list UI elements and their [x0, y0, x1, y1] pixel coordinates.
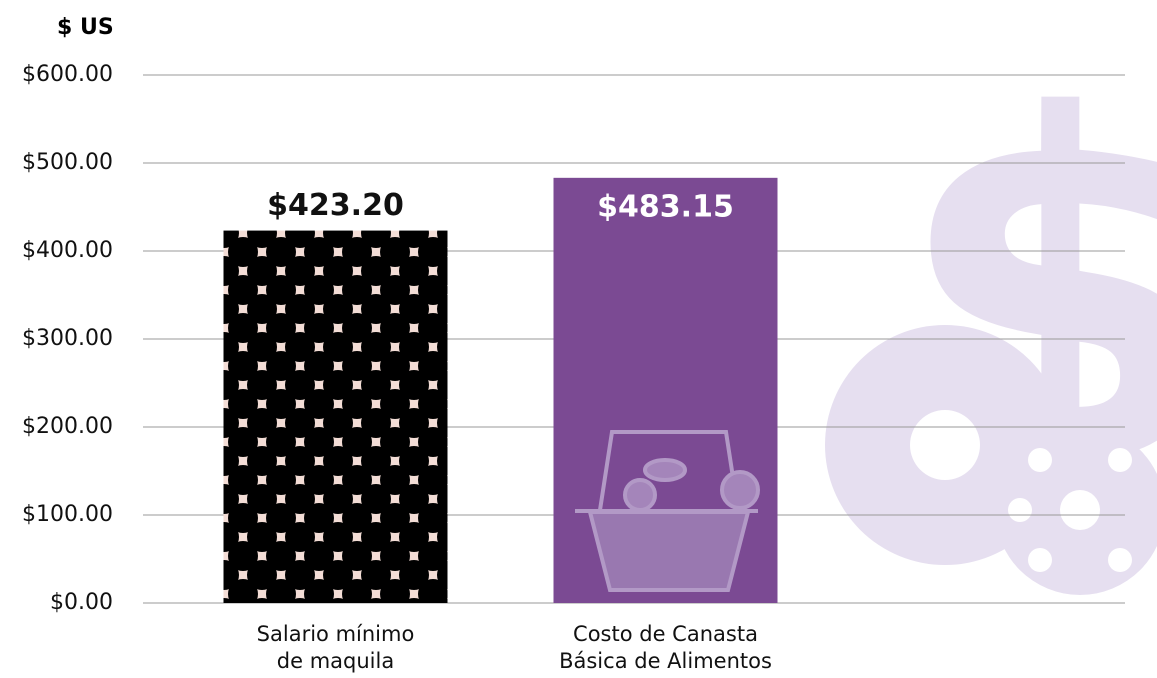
bar [224, 231, 448, 603]
decoration: $ [825, 16, 1157, 595]
y-tick-label: $500.00 [22, 150, 113, 175]
y-tick-label: $300.00 [22, 326, 113, 351]
x-tick-label: Costo de Canasta Básica de Alimentos [516, 621, 816, 675]
y-tick-label: $0.00 [50, 590, 113, 615]
y-tick-label: $200.00 [22, 414, 113, 439]
x-tick-label: Salario mínimo de maquila [186, 621, 486, 675]
chart-wrapper: $ $ US $0.00 $100.00 $200.00 $300.00 $400.00… [0, 0, 1157, 678]
value-label: $423.20 [267, 188, 404, 223]
value-label: $483.15 [597, 189, 734, 224]
y-tick-label: $400.00 [22, 238, 113, 263]
y-axis-label: $ US [57, 15, 114, 40]
y-tick-label: $100.00 [22, 502, 113, 527]
chart: $ $ US $0.00 $100.00 $200.00 $300.00 $400.00… [0, 0, 1157, 678]
y-tick-label: $600.00 [22, 62, 113, 87]
